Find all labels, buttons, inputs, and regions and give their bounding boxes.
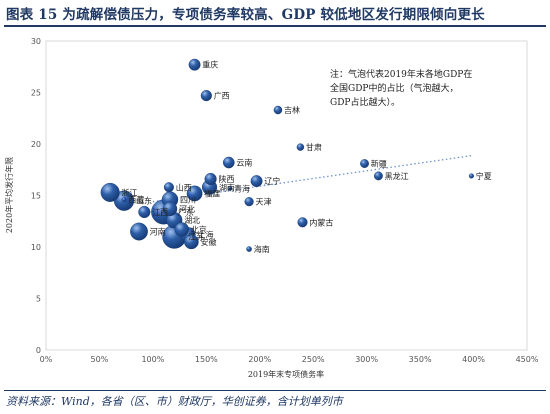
point-label: 江西: [152, 208, 168, 217]
point-label: 福建: [204, 188, 220, 198]
point-label: 新疆: [371, 159, 387, 169]
x-tick-label: 300%: [355, 355, 378, 364]
point-label: 浙江: [121, 187, 137, 197]
point-label: 河南: [150, 227, 166, 237]
point-label: 广东: [178, 207, 194, 217]
bubble-point: [100, 182, 120, 202]
y-axis-ticks: 0 5 10 15 20 25 30: [31, 37, 41, 355]
bubble-point: [246, 246, 252, 252]
y-axis-label: 2020年平均发行年限: [4, 157, 14, 233]
source-divider: [4, 390, 546, 391]
point-label: 天津: [255, 197, 271, 207]
y-tick-label: 0: [36, 346, 41, 355]
x-axis-label: 2019年末专项债务率: [248, 369, 324, 379]
point-label: 山西: [176, 182, 192, 192]
point-label: 上海: [197, 230, 213, 240]
bubble-point: [184, 234, 199, 250]
y-tick-label: 25: [31, 89, 41, 98]
bubble-point: [200, 90, 212, 102]
bubble-point: [273, 105, 283, 115]
figure-title: 图表 15 为疏解偿债压力，专项债务率较高、GDP 较低地区发行期限倾向更长: [6, 7, 485, 23]
annotation-line: 全国GDP中的占比（气泡越大，: [330, 82, 458, 94]
bubbles-group: [100, 58, 474, 252]
y-tick-label: 20: [31, 140, 41, 149]
bubble-point: [138, 205, 151, 219]
point-label: 云南: [236, 158, 252, 168]
point-label: 青海: [234, 183, 250, 193]
point-label: 江苏: [188, 232, 204, 242]
source-note: 资料来源：Wind，各省（区、市）财政厅，华创证券，含计划单列市: [6, 395, 343, 408]
x-tick-label: 0%: [40, 355, 53, 364]
bubble-point: [121, 197, 127, 203]
bubble-point: [360, 159, 369, 168]
annotation-line: GDP占比越大）。: [330, 96, 400, 108]
x-tick-label: 250%: [302, 355, 325, 364]
point-label: 北京: [191, 224, 207, 234]
x-tick-label: 450%: [516, 355, 539, 364]
bubble-point: [296, 143, 305, 151]
point-label: 山东: [136, 196, 152, 206]
point-label: 四川: [180, 196, 196, 205]
bubble-point: [186, 185, 203, 202]
bubble-point: [162, 201, 178, 217]
bubble-point: [188, 58, 201, 71]
point-label: 陕西: [218, 174, 234, 184]
title-divider: [4, 25, 546, 27]
x-tick-label: 400%: [462, 355, 485, 364]
x-tick-label: 100%: [141, 355, 164, 364]
bubble-point: [244, 197, 254, 207]
bubble-point: [163, 182, 174, 193]
point-label: 辽宁: [264, 176, 280, 186]
y-tick-label: 10: [31, 243, 41, 252]
point-label: 内蒙古: [309, 217, 333, 227]
point-label: 西藏: [128, 195, 144, 205]
bubble-point: [204, 172, 217, 186]
x-tick-label: 50%: [91, 355, 109, 364]
point-label: 安徽: [200, 237, 216, 247]
plot-frame: [45, 40, 528, 351]
y-tick-label: 15: [31, 192, 41, 201]
point-label: 湖北: [184, 216, 200, 225]
bubble-point: [297, 217, 308, 228]
y-tick-label: 5: [36, 295, 41, 304]
bubble-point: [222, 156, 235, 169]
bubble-point: [174, 222, 189, 237]
x-tick-label: 150%: [195, 355, 218, 364]
y-tick-label: 30: [31, 37, 41, 46]
point-label: 黑龙江: [385, 171, 409, 181]
bubble-point: [130, 222, 148, 241]
x-tick-label: 200%: [248, 355, 271, 364]
bubble-point: [227, 185, 233, 191]
point-label: 甘肃: [306, 142, 322, 152]
point-label: 海南: [254, 244, 270, 254]
bubble-point: [250, 175, 263, 188]
point-label: 河北: [179, 204, 195, 214]
point-label: 吉林: [284, 105, 300, 115]
bubble-point: [374, 171, 383, 181]
annotation-line: 注：气泡代表2019年末各地GDP在: [330, 68, 472, 80]
point-label: 广西: [214, 91, 230, 101]
x-axis-ticks: 0% 50% 100% 150% 200% 250% 300% 350% 400% 450%: [40, 355, 539, 364]
point-label: 重庆: [202, 60, 218, 70]
bubble-point: [468, 173, 474, 179]
bubble-chart: 0% 50% 100% 150% 200% 250% 300% 350% 400% 450% 0 5…: [4, 37, 539, 379]
x-tick-label: 350%: [409, 355, 432, 364]
point-label: 湖南: [219, 182, 235, 192]
point-label: 宁夏: [476, 171, 492, 181]
